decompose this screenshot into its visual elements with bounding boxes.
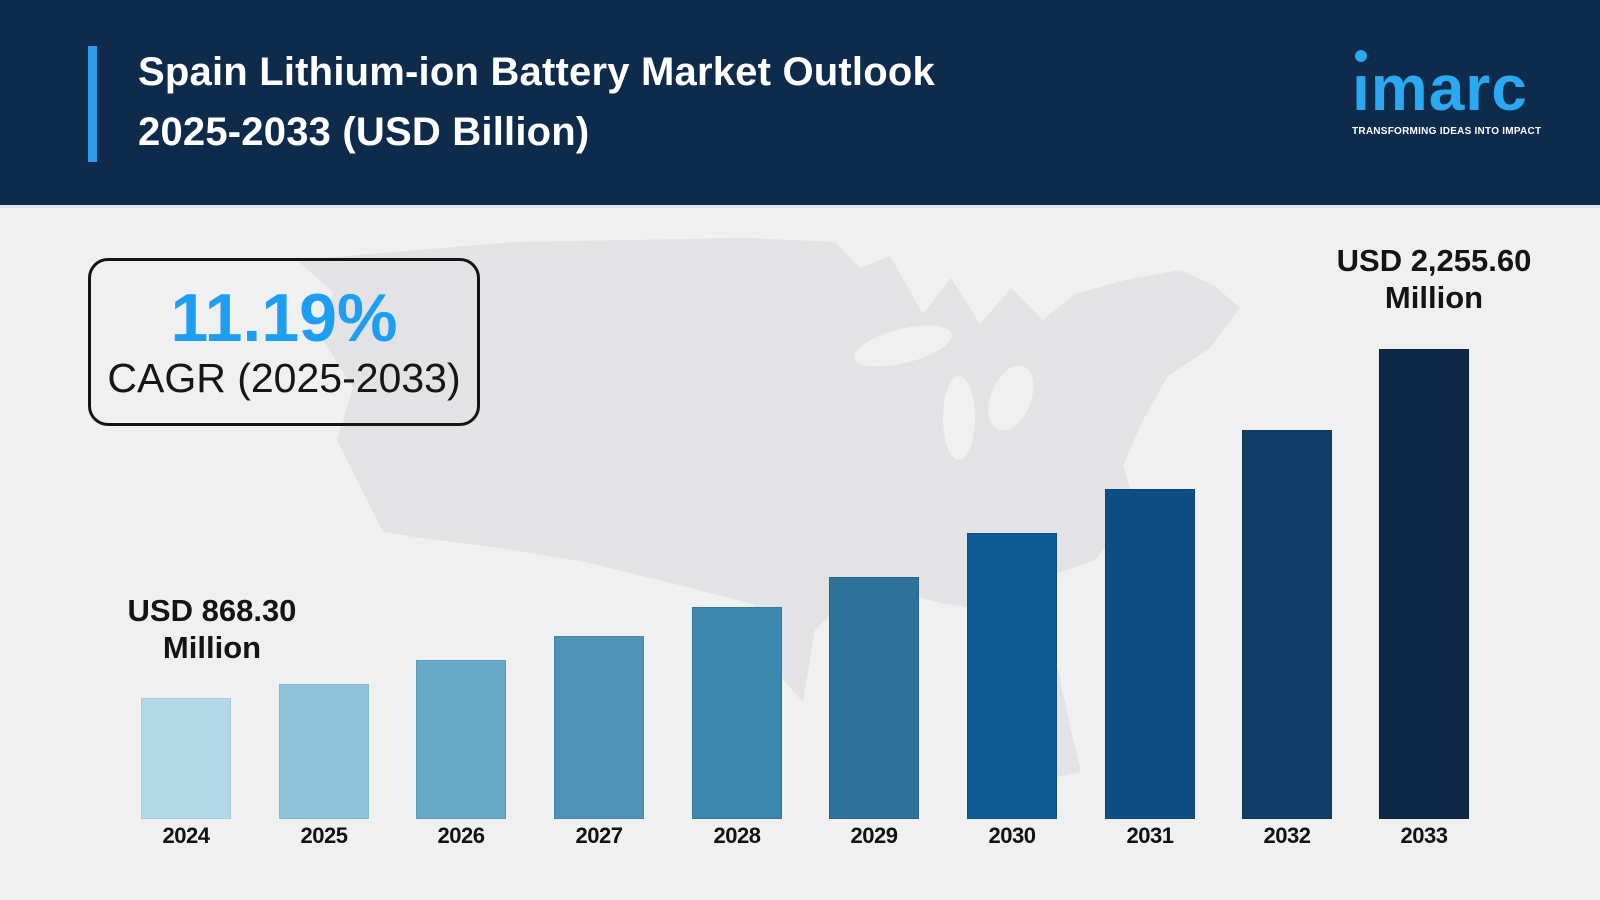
first-bar-value-line2: Million (162, 630, 262, 665)
bar-2032 (1242, 430, 1332, 819)
bar-2031 (1105, 489, 1195, 819)
x-axis-label-2031: 2031 (1126, 823, 1174, 848)
title-accent-bar (88, 46, 97, 162)
x-axis-label-2026: 2026 (437, 823, 485, 848)
bar-2028 (692, 607, 782, 819)
x-axis-label-2029: 2029 (850, 823, 898, 848)
first-bar-value-line1: USD 868.30 (127, 593, 297, 628)
x-axis-label-2033: 2033 (1400, 823, 1448, 848)
x-axis-label-2025: 2025 (300, 823, 348, 848)
page-title-line1: Spain Lithium-ion Battery Market Outlook (138, 50, 935, 94)
last-bar-value-line2: Million (1384, 280, 1484, 315)
first-bar-value-label: USD 868.30 Million (82, 592, 342, 666)
imarc-logo: ımarc TRANSFORMING IDEAS INTO IMPACT (1352, 40, 1552, 137)
great-lakes-icon (854, 325, 1034, 460)
bar-2033 (1379, 349, 1469, 819)
logo-wordmark: ımarc (1352, 52, 1528, 124)
x-axis-label-2032: 2032 (1263, 823, 1311, 848)
last-bar-value-line1: USD 2,255.60 (1336, 243, 1532, 278)
x-axis-label-2028: 2028 (713, 823, 761, 848)
page-title-line2: 2025-2033 (USD Billion) (138, 110, 590, 154)
cagr-box: 11.19% CAGR (2025-2033) (88, 258, 480, 426)
header: Spain Lithium-ion Battery Market Outlook… (0, 0, 1600, 208)
page-title: Spain Lithium-ion Battery Market Outlook… (138, 42, 935, 162)
bar-2030 (967, 533, 1057, 819)
bar-2026 (416, 660, 506, 819)
x-axis-label-2030: 2030 (988, 823, 1036, 848)
bar-2027 (554, 636, 644, 819)
x-axis-label-2027: 2027 (575, 823, 623, 848)
bar-2024 (141, 698, 231, 819)
logo-tagline: TRANSFORMING IDEAS INTO IMPACT (1352, 126, 1542, 137)
last-bar-value-label: USD 2,255.60 Million (1304, 242, 1564, 316)
bar-2029 (829, 577, 919, 819)
bar-2025 (279, 684, 369, 819)
cagr-value: 11.19% (170, 279, 398, 356)
cagr-label: CAGR (2025-2033) (107, 355, 461, 402)
logo-i-dot-icon (1355, 50, 1367, 62)
usa-map-silhouette (297, 238, 1240, 778)
x-axis-label-2024: 2024 (162, 823, 210, 848)
